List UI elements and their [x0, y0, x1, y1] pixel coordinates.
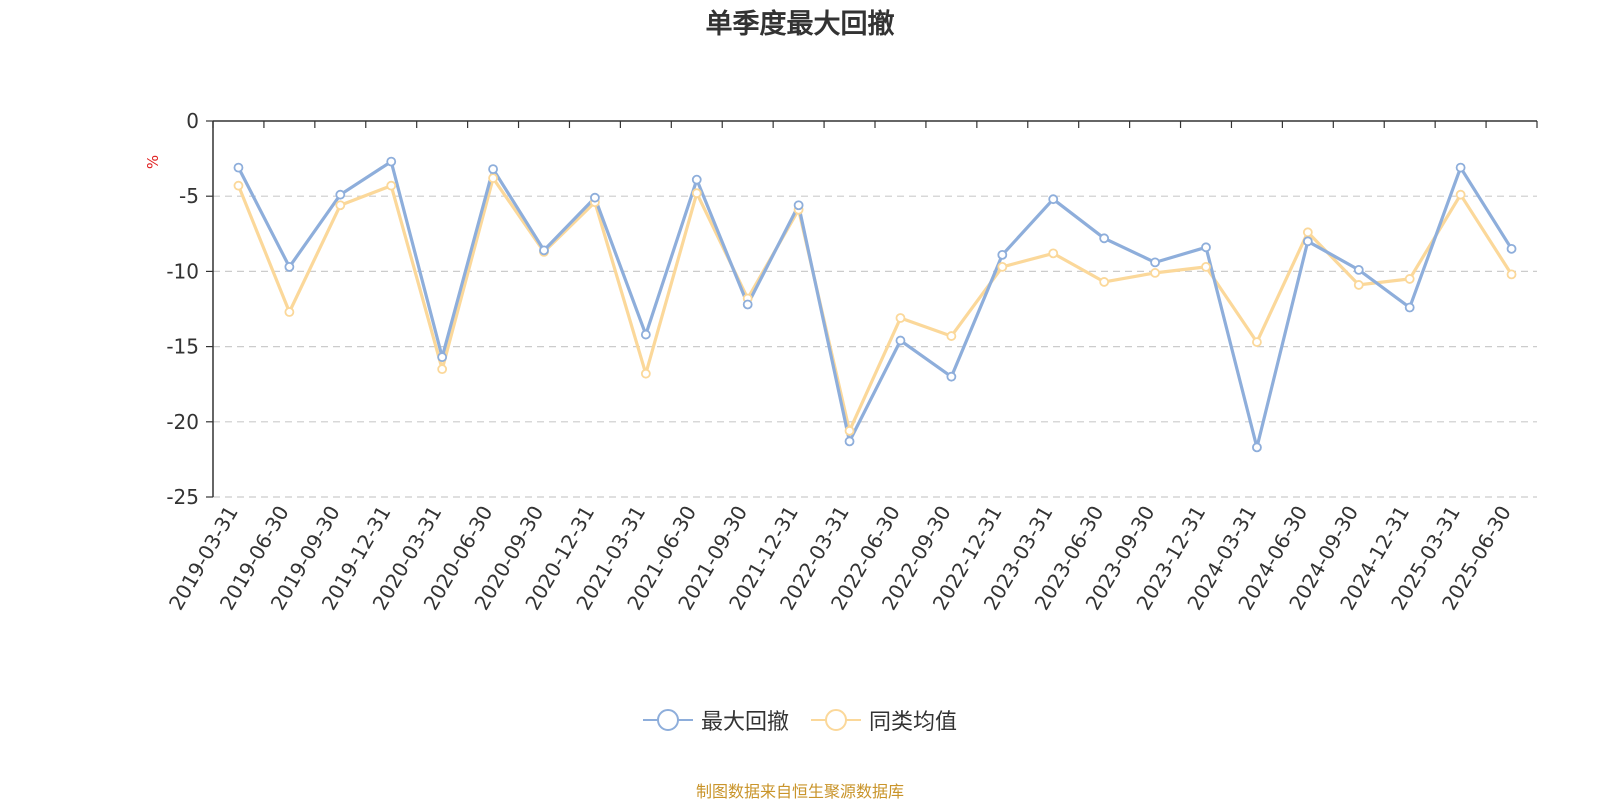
data-point-series-0 [1252, 442, 1262, 453]
data-point-series-1 [437, 364, 448, 375]
y-tick-label: -25 [166, 485, 199, 509]
data-point-series-1 [1099, 277, 1110, 287]
data-point-series-0 [437, 352, 448, 363]
data-point-series-0 [1455, 162, 1466, 173]
data-point-series-0 [1404, 302, 1415, 313]
legend-marker-series-1 [811, 709, 861, 731]
data-point-series-0 [997, 249, 1008, 260]
data-point-series-0 [590, 192, 600, 203]
data-point-series-1 [1506, 269, 1517, 280]
data-point-series-1 [997, 261, 1008, 272]
legend: 最大回撤 同类均值 [0, 704, 1600, 736]
data-point-series-1 [1302, 227, 1313, 238]
data-point-series-1 [233, 180, 244, 191]
data-point-series-1 [284, 307, 295, 317]
data-point-series-1 [1201, 261, 1211, 272]
data-point-series-0 [793, 200, 804, 211]
data-point-series-0 [844, 436, 855, 447]
data-point-series-0 [386, 156, 397, 167]
data-point-series-0 [895, 335, 906, 346]
legend-marker-series-0 [642, 709, 693, 731]
data-point-series-0 [1099, 233, 1110, 244]
line-chart: 0-5-10-15-20-25%2019-03-312019-06-302019… [144, 109, 1538, 614]
data-point-series-0 [1302, 236, 1313, 247]
legend-label-series-1: 同类均值 [869, 710, 958, 735]
data-point-series-1 [1455, 189, 1466, 200]
data-point-series-1 [1150, 268, 1160, 278]
legend-label-series-0: 最大回撤 [700, 710, 789, 735]
y-tick-label: -20 [166, 410, 199, 434]
data-point-series-0 [1353, 264, 1364, 275]
data-point-series-1 [1048, 248, 1059, 259]
y-tick-label: 0 [186, 109, 199, 133]
data-point-series-1 [895, 313, 906, 323]
data-point-series-1 [1252, 337, 1262, 347]
data-point-series-0 [1048, 194, 1059, 205]
data-point-series-1 [1404, 274, 1415, 284]
data-point-series-0 [284, 261, 295, 272]
chart-title: 单季度最大回撤 [705, 9, 895, 40]
data-point-series-0 [691, 174, 702, 185]
series-line-1 [237, 176, 1513, 433]
legend-item-series-0[interactable]: 最大回撤 [642, 704, 789, 736]
data-point-series-0 [742, 299, 753, 310]
y-tick-label: -5 [179, 184, 199, 208]
data-point-series-0 [335, 189, 346, 200]
y-tick-label: -15 [166, 335, 199, 359]
data-point-series-0 [640, 329, 651, 340]
data-point-series-0 [488, 164, 498, 175]
data-point-series-1 [1353, 280, 1364, 290]
data-point-series-1 [640, 368, 651, 379]
data-point-series-1 [691, 188, 702, 199]
legend-item-series-1[interactable]: 同类均值 [811, 704, 957, 736]
series-line-0 [237, 160, 1513, 449]
data-point-series-0 [1506, 243, 1517, 254]
data-point-series-1 [946, 331, 957, 341]
data-point-series-0 [539, 245, 549, 256]
data-point-series-0 [946, 371, 957, 382]
data-point-series-1 [335, 200, 346, 211]
data-point-series-0 [1150, 257, 1160, 268]
y-tick-label: -10 [166, 259, 199, 283]
data-point-series-1 [386, 180, 397, 191]
data-point-series-1 [488, 173, 498, 184]
data-point-series-1 [844, 425, 855, 436]
y-axis-label: % [144, 155, 162, 169]
data-point-series-0 [233, 162, 244, 173]
data-point-series-0 [1201, 242, 1211, 253]
data-source-note: 制图数据来自恒生聚源数据库 [695, 782, 904, 801]
